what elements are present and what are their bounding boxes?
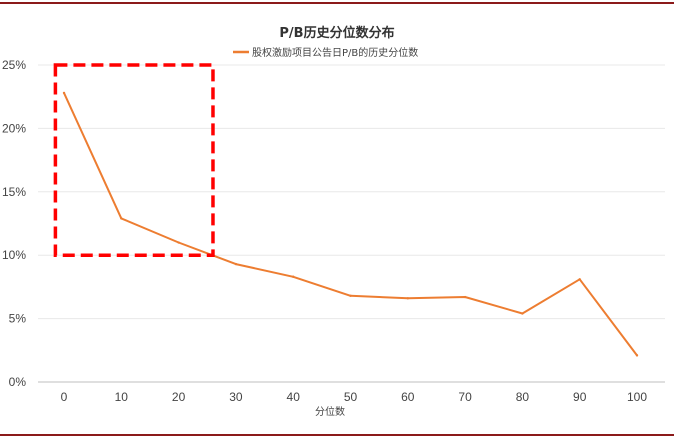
top-border-line	[0, 2, 674, 4]
highlight-layer	[53, 63, 215, 257]
x-tick-label: 40	[287, 390, 301, 404]
data-point	[234, 262, 238, 266]
bottom-border-line	[0, 434, 674, 436]
data-point	[463, 295, 467, 299]
data-point	[177, 241, 180, 244]
x-tick-label: 0	[61, 390, 68, 404]
x-tick-label: 20	[172, 390, 186, 404]
y-tick-label: 20%	[2, 121, 26, 135]
data-point	[292, 275, 295, 278]
y-tick-label: 0%	[9, 375, 27, 389]
x-tick-label: 30	[229, 390, 243, 404]
data-point	[635, 354, 639, 357]
x-axis-title: 分位数	[315, 405, 345, 418]
x-tick-label: 50	[344, 390, 358, 404]
chart-title: P/B历史分位数分布	[279, 25, 394, 41]
gridlines	[38, 64, 665, 383]
x-tick-label: 100	[627, 390, 647, 404]
data-point	[578, 278, 581, 281]
legend: 股权激励项目公告日P/B的历史分位数	[233, 46, 418, 59]
y-axis-ticks: 0% 5% 10% 15% 20% 25%	[2, 58, 26, 389]
legend-label: 股权激励项目公告日P/B的历史分位数	[252, 46, 418, 59]
x-tick-label: 70	[458, 390, 472, 404]
y-tick-label: 15%	[2, 185, 26, 199]
y-tick-label: 25%	[2, 58, 26, 72]
x-tick-label: 10	[115, 390, 129, 404]
y-tick-label: 5%	[9, 312, 27, 326]
data-point	[120, 217, 123, 220]
data-point	[406, 297, 409, 300]
x-tick-label: 80	[516, 390, 530, 404]
series-layer	[62, 91, 639, 357]
series-line	[63, 91, 638, 357]
x-axis-ticks: 0 10 20 30 40 50 60 70 80 90 100	[61, 390, 648, 404]
data-point	[349, 294, 352, 297]
y-tick-label: 10%	[2, 248, 26, 262]
x-tick-label: 60	[401, 390, 415, 404]
x-tick-label: 90	[573, 390, 587, 404]
data-point	[521, 312, 524, 315]
data-point	[62, 91, 66, 95]
highlight-box	[53, 63, 215, 257]
